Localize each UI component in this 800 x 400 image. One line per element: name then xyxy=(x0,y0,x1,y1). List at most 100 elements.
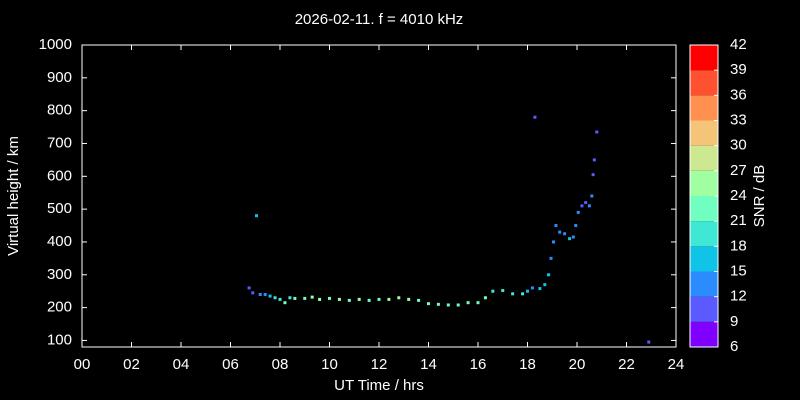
y-tick-label: 100 xyxy=(47,331,72,348)
y-axis-label: Virtual height / km xyxy=(5,136,22,256)
colorbar-segment xyxy=(690,246,718,272)
data-point xyxy=(268,294,272,298)
y-tick-label: 700 xyxy=(47,134,72,151)
colorbar-tick-label: 24 xyxy=(730,187,747,204)
data-point xyxy=(407,297,411,301)
x-tick-label: 06 xyxy=(222,356,239,373)
data-point xyxy=(293,296,297,300)
data-point xyxy=(310,295,314,299)
data-point xyxy=(543,283,547,287)
colorbar-tick-label: 6 xyxy=(730,338,738,355)
data-point xyxy=(387,297,391,301)
y-tick-label: 1000 xyxy=(39,36,72,53)
data-point xyxy=(347,298,351,302)
x-tick-label: 14 xyxy=(420,356,437,373)
data-point xyxy=(530,286,534,290)
colorbar-tick-label: 27 xyxy=(730,162,747,179)
data-point xyxy=(647,340,651,344)
y-tick-label: 200 xyxy=(47,299,72,316)
data-point xyxy=(592,158,596,162)
data-point xyxy=(587,204,591,208)
data-point xyxy=(436,302,440,306)
colorbar-segment xyxy=(690,221,718,247)
data-point xyxy=(549,256,553,260)
data-point xyxy=(538,287,542,291)
data-point xyxy=(337,297,341,301)
data-point xyxy=(547,273,551,277)
data-point xyxy=(258,292,262,296)
colorbar-tick-label: 9 xyxy=(730,313,738,330)
colorbar-segment xyxy=(690,70,718,96)
colorbar-segment xyxy=(690,296,718,322)
data-point xyxy=(591,173,595,177)
data-point xyxy=(590,194,594,198)
data-point xyxy=(476,301,480,305)
data-point xyxy=(254,214,258,218)
data-point xyxy=(526,289,529,293)
data-point xyxy=(303,296,307,300)
data-point xyxy=(595,130,599,134)
data-point xyxy=(278,297,282,301)
y-tick-label: 500 xyxy=(47,200,72,217)
data-point xyxy=(318,297,322,301)
data-point xyxy=(251,291,255,295)
x-tick-label: 10 xyxy=(321,356,338,373)
data-point xyxy=(397,296,401,300)
y-tick-label: 800 xyxy=(47,102,72,119)
data-point xyxy=(483,296,487,300)
data-point xyxy=(283,301,287,305)
x-axis-label: UT Time / hrs xyxy=(334,377,424,394)
data-point xyxy=(501,289,505,293)
colorbar-segment xyxy=(690,145,718,171)
colorbar-tick-label: 15 xyxy=(730,262,747,279)
colorbar-segment xyxy=(690,271,718,297)
colorbar-segment xyxy=(690,95,718,121)
data-point xyxy=(367,298,371,302)
x-tick-label: 12 xyxy=(371,356,388,373)
data-point xyxy=(580,204,584,208)
colorbar-segment xyxy=(690,45,718,71)
colorbar-segment xyxy=(690,196,718,222)
data-point xyxy=(584,201,588,205)
colorbar-segment xyxy=(690,170,718,196)
x-tick-label: 08 xyxy=(272,356,289,373)
data-point xyxy=(357,297,361,301)
y-tick-label: 900 xyxy=(47,69,72,86)
colorbar-tick-label: 30 xyxy=(730,137,747,154)
data-point xyxy=(521,292,525,296)
data-point xyxy=(568,237,572,241)
data-point xyxy=(491,289,495,293)
x-tick-label: 24 xyxy=(668,356,685,373)
x-tick-label: 22 xyxy=(618,356,635,373)
data-point xyxy=(273,296,277,300)
data-point xyxy=(427,302,430,306)
x-tick-label: 00 xyxy=(74,356,91,373)
data-point xyxy=(466,301,470,305)
data-point xyxy=(576,210,580,214)
colorbar-segment xyxy=(690,321,718,347)
data-point xyxy=(551,240,555,244)
chart-title: 2026-02-11. f = 4010 kHz xyxy=(295,11,464,28)
data-point xyxy=(328,296,331,300)
y-tick-label: 300 xyxy=(47,266,72,283)
colorbar-tick-label: 39 xyxy=(730,61,747,78)
x-tick-label: 04 xyxy=(173,356,190,373)
colorbar-tick-label: 33 xyxy=(730,111,747,128)
data-point xyxy=(563,232,567,236)
data-point xyxy=(288,296,292,300)
x-tick-label: 02 xyxy=(123,356,140,373)
data-point xyxy=(417,298,421,302)
data-point xyxy=(571,235,575,239)
data-point xyxy=(533,115,537,119)
x-tick-label: 16 xyxy=(470,356,487,373)
data-point xyxy=(446,303,450,307)
colorbar-label: SNR / dB xyxy=(751,165,768,228)
data-point xyxy=(558,230,562,234)
data-point xyxy=(554,224,558,228)
colorbar-tick-label: 21 xyxy=(730,212,747,229)
colorbar-tick-label: 42 xyxy=(730,36,747,53)
colorbar-tick-label: 12 xyxy=(730,288,747,305)
data-point xyxy=(247,286,251,290)
